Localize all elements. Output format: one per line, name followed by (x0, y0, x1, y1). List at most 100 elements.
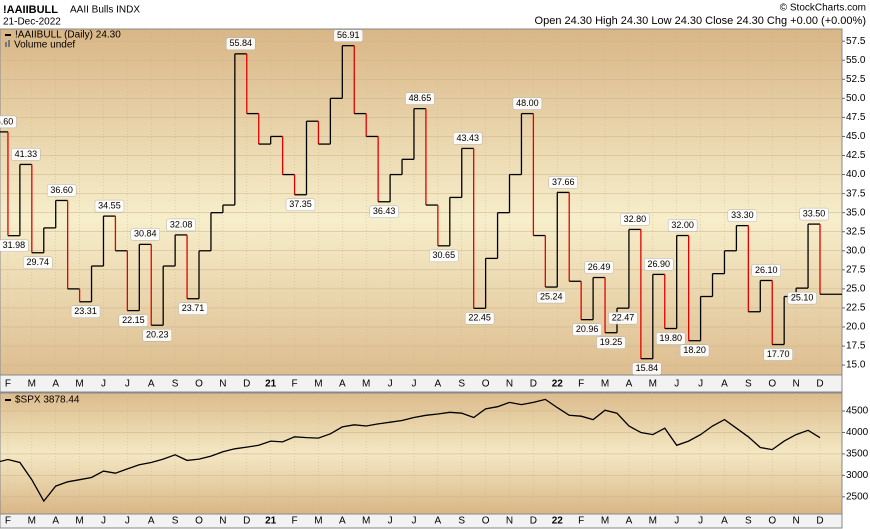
value-label-box (0, 239, 29, 252)
y-tick-label: 22.5 (846, 303, 866, 314)
x-tick-label: O (195, 516, 203, 527)
y-tick-label: 15.0 (846, 360, 866, 371)
x-tick-label: M (649, 379, 657, 390)
x-tick-label: A (52, 516, 59, 527)
value-label: 36.60 (50, 185, 73, 195)
x-tick-label: A (626, 516, 633, 527)
value-label-box (608, 311, 638, 325)
x-tick-label: O (482, 379, 490, 390)
plot (0, 393, 842, 514)
x-tick-label: N (792, 379, 799, 390)
x-tick-label: O (768, 516, 776, 527)
x-tick-label: M (28, 379, 36, 390)
value-label-box (667, 219, 698, 232)
value-label: 23.31 (74, 306, 97, 316)
y-tick-label: 47.5 (846, 112, 866, 123)
value-label-box (584, 261, 614, 274)
x-tick-label: A (52, 379, 59, 390)
volume-icon (5, 42, 7, 47)
value-label: 36.43 (373, 206, 396, 216)
value-label-box (226, 37, 256, 51)
value-label: 19.25 (600, 337, 623, 347)
value-label-box (464, 312, 495, 325)
y-tick-label: 3500 (846, 449, 869, 460)
x-tick-label: N (506, 516, 513, 527)
value-label-box (405, 92, 435, 105)
x-tick-label: D (530, 516, 537, 527)
value-label: 33.30 (731, 210, 754, 220)
value-label-box (333, 29, 364, 42)
value-label: 22.15 (122, 315, 145, 325)
value-label-box (536, 290, 567, 304)
x-tick-label: J (698, 516, 703, 527)
x-tick-label: J (411, 516, 416, 527)
x-tick-label: M (362, 379, 370, 390)
x-tick-label: 22 (552, 379, 564, 390)
x-tick-label: M (28, 516, 36, 527)
legend: $SPX 3878.44 (15, 395, 80, 406)
x-tick-label: N (792, 516, 799, 527)
value-label: 22.47 (612, 313, 635, 323)
x-tick-label: M (75, 516, 83, 527)
x-axis-strip (0, 374, 843, 393)
value-label: 22.45 (468, 313, 491, 323)
value-label: 19.80 (659, 333, 682, 343)
value-label-box (548, 176, 578, 189)
value-label-box (130, 228, 161, 241)
y-tick-label: 25.0 (846, 284, 866, 295)
x-tick-label: D (530, 379, 537, 390)
value-label-box (11, 148, 41, 161)
value-label-box (452, 132, 483, 145)
x-tick-label: N (506, 379, 513, 390)
value-label-box (679, 344, 710, 357)
x-tick-label: M (362, 516, 370, 527)
value-label-box (94, 199, 125, 213)
x-tick-label: O (482, 516, 490, 527)
x-tick-label: A (339, 516, 346, 527)
x-tick-label: S (458, 516, 465, 527)
y-tick-label: 37.5 (846, 188, 866, 199)
value-label: 25.24 (540, 291, 563, 301)
value-label: 41.33 (15, 149, 38, 159)
y-tick-label: 30.0 (846, 245, 866, 256)
x-tick-label: J (388, 379, 393, 390)
x-tick-label: N (219, 379, 226, 390)
x-tick-label: 21 (265, 516, 277, 527)
y-tick-label: 55.0 (846, 55, 866, 66)
value-label-box (0, 115, 17, 129)
panel (0, 392, 843, 515)
value-label-box (178, 302, 208, 315)
value-label-box (644, 258, 674, 271)
value-label-box (787, 291, 817, 305)
x-tick-label: A (148, 379, 155, 390)
value-label-box (763, 348, 793, 361)
y-tick-label: 45.0 (846, 131, 866, 142)
x-tick-label: N (219, 516, 226, 527)
x-tick-label: S (172, 516, 179, 527)
x-tick-label: A (721, 379, 728, 390)
value-label-box (799, 207, 829, 221)
value-label-box (751, 264, 782, 277)
value-label: 48.65 (409, 93, 432, 103)
value-label-box (285, 198, 316, 212)
x-tick-label: M (314, 379, 322, 390)
value-label-box (572, 323, 602, 336)
plot: 45.60 31.98 41.33 29.74 36.60 23.31 34.55 22.15… (0, 29, 842, 375)
x-tick-label: J (125, 516, 130, 527)
value-label: 26.49 (588, 262, 611, 272)
value-label-box (142, 328, 172, 342)
x-tick-label: A (626, 379, 633, 390)
value-label-box (118, 314, 149, 327)
value-label: 15.84 (636, 363, 659, 373)
x-tick-label: F (291, 516, 297, 527)
value-label: 20.96 (576, 324, 599, 334)
value-label: 48.00 (516, 98, 539, 108)
y-tick-label: 20.0 (846, 322, 866, 333)
y-tick-label: 17.5 (846, 341, 866, 352)
y-tick-label: 50.0 (846, 93, 866, 104)
x-tick-label: F (578, 379, 584, 390)
x-tick-label: J (698, 379, 703, 390)
x-tick-label: A (148, 516, 155, 527)
x-tick-label: M (75, 379, 83, 390)
y-tick-label: 4500 (846, 406, 869, 417)
